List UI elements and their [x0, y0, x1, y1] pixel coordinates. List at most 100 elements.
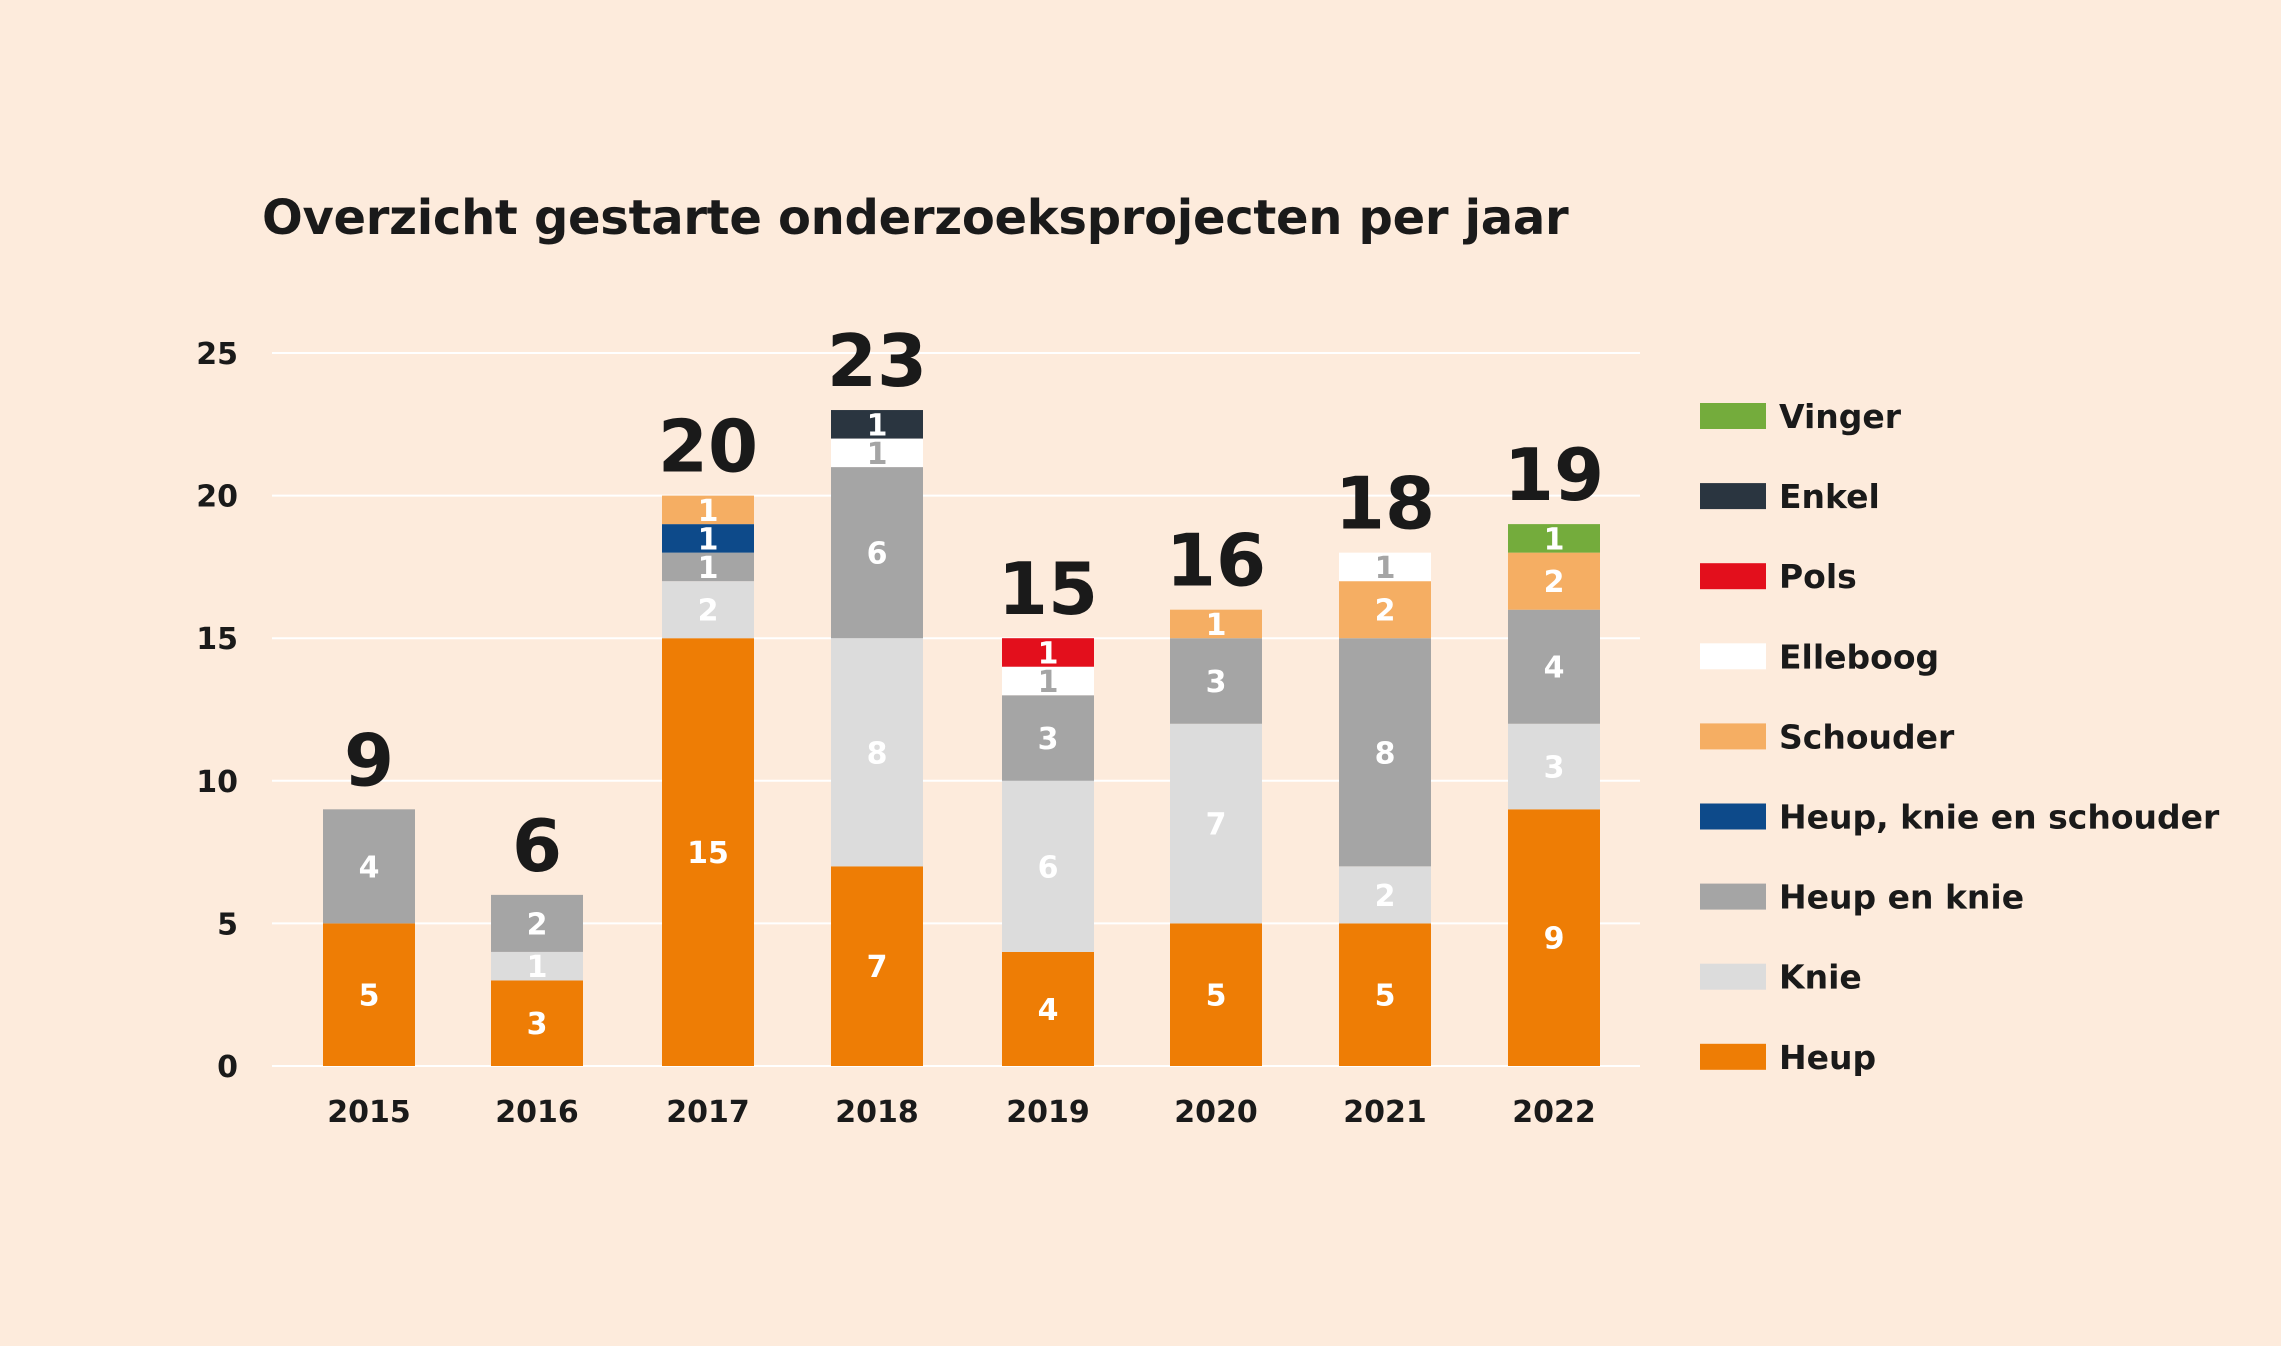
segment-label: 3	[1038, 722, 1059, 757]
segment-label: 1	[1375, 551, 1396, 586]
x-tick-label: 2021	[1343, 1095, 1427, 1130]
bar-segment	[1508, 723, 1600, 810]
bar-segment	[1508, 609, 1600, 724]
segment-label: 1	[1038, 636, 1059, 671]
segment-label: 6	[1038, 850, 1059, 885]
bar-segment	[1002, 666, 1094, 696]
segment-label: 7	[1206, 808, 1227, 843]
y-tick-label: 25	[196, 337, 238, 372]
legend-swatch	[1700, 723, 1766, 750]
bar-segment	[1339, 866, 1431, 924]
segment-label: 1	[1544, 522, 1565, 557]
legend-label: Enkel	[1779, 477, 1880, 516]
legend-swatch	[1700, 883, 1766, 910]
segment-label: 5	[359, 979, 380, 1014]
segment-label: 1	[1038, 665, 1059, 700]
bar-segment	[1002, 638, 1094, 667]
x-axis: 2015 2016 2017 2018 2019 2020 2021 2022	[327, 1095, 1596, 1130]
segment-label: 9	[1544, 922, 1565, 957]
bar-segment	[1508, 552, 1600, 610]
legend-swatch	[1700, 1043, 1766, 1070]
segment-label: 2	[1375, 879, 1396, 914]
bar-segment	[831, 438, 923, 468]
legend-swatch	[1700, 963, 1766, 990]
legend-label: Knie	[1779, 958, 1862, 997]
bar-segment	[662, 638, 754, 1066]
segment-label: 8	[867, 736, 888, 771]
chart-title: Overzicht gestarte onderzoeksprojecten p…	[262, 190, 1569, 246]
bar-segment	[1508, 809, 1600, 1066]
y-tick-label: 5	[217, 907, 238, 942]
total-label: 18	[1335, 462, 1435, 546]
bar-segment	[662, 495, 754, 525]
total-label: 20	[658, 405, 758, 489]
total-label: 15	[998, 547, 1098, 631]
bar-segment	[662, 581, 754, 639]
legend-label: Elleboog	[1779, 637, 1939, 676]
bar-segment	[1170, 638, 1262, 724]
total-label: 23	[827, 319, 927, 403]
segment-label: 1	[1206, 608, 1227, 643]
segment-label: 3	[1544, 751, 1565, 786]
legend-swatch	[1700, 483, 1766, 510]
legend-swatch	[1700, 403, 1766, 429]
segment-label: 2	[1375, 594, 1396, 629]
bar-segment	[662, 552, 754, 582]
bar-segment	[323, 923, 415, 1066]
legend-label: Schouder	[1779, 717, 1955, 756]
segment-label: 5	[1206, 979, 1227, 1014]
legend-label: Heup en knie	[1779, 878, 2024, 917]
segment-label: 8	[1375, 736, 1396, 771]
segment-label: 1	[527, 950, 548, 985]
y-tick-label: 20	[196, 480, 238, 515]
bar-segment	[1339, 638, 1431, 867]
x-tick-label: 2019	[1006, 1095, 1090, 1130]
legend-swatch	[1700, 803, 1766, 830]
x-tick-label: 2017	[666, 1095, 750, 1130]
bar-segment	[1002, 780, 1094, 952]
segment-label: 1	[698, 522, 719, 557]
segment-label: 1	[698, 551, 719, 586]
segment-label: 3	[1206, 665, 1227, 700]
segment-label: 4	[1038, 993, 1059, 1028]
legend-label: Heup	[1779, 1038, 1876, 1077]
legend-swatch	[1700, 563, 1766, 590]
segment-label: 1	[698, 494, 719, 529]
x-tick-label: 2022	[1512, 1095, 1596, 1130]
total-label: 16	[1166, 519, 1266, 603]
segment-label: 5	[1375, 979, 1396, 1014]
bar-segment	[491, 894, 583, 952]
x-tick-label: 2016	[495, 1095, 579, 1130]
bar-segment	[1170, 923, 1262, 1066]
total-label: 9	[344, 718, 394, 802]
bar-segment	[831, 410, 923, 439]
bar-segment	[831, 866, 923, 1066]
segment-label: 2	[1544, 565, 1565, 600]
bar-segment	[491, 980, 583, 1066]
grid-lines	[272, 352, 1640, 1067]
bar-segment	[662, 524, 754, 553]
total-label: 19	[1504, 433, 1604, 517]
bar-segment	[1002, 695, 1094, 781]
y-tick-label: 0	[217, 1050, 238, 1085]
legend-label: Pols	[1779, 557, 1857, 596]
legend: Vinger Enkel Pols Elleboog Schouder Heup, kni…	[1700, 397, 2220, 1077]
segment-label: 2	[698, 594, 719, 629]
segment-label: 6	[867, 537, 888, 572]
y-tick-label: 15	[196, 622, 238, 657]
bar-segment	[1002, 951, 1094, 1066]
legend-swatch	[1700, 643, 1766, 670]
x-tick-label: 2015	[327, 1095, 411, 1130]
legend-label: Vinger	[1779, 397, 1902, 436]
bar-segment	[491, 951, 583, 981]
bar-segment	[1339, 581, 1431, 639]
segment-label: 1	[867, 408, 888, 443]
bar-segment	[831, 638, 923, 867]
y-tick-label: 10	[196, 765, 238, 800]
x-tick-label: 2018	[835, 1095, 919, 1130]
bar-segment	[831, 467, 923, 639]
segment-label: 1	[867, 437, 888, 472]
